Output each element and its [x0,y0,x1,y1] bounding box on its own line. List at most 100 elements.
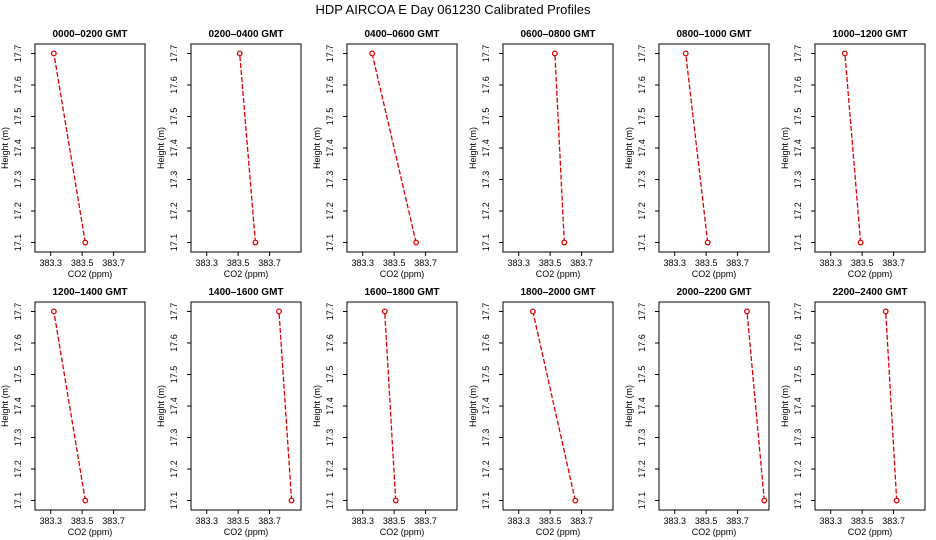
data-point [561,239,568,246]
y-axis-label: Height (m) [780,385,790,427]
x-tick-label: 383.5 [227,516,250,526]
y-axis-label: Height (m) [312,385,322,427]
y-tick-label: 17.3 [637,171,647,189]
y-tick-label: 17.4 [13,139,23,157]
x-tick-label: 383.3 [663,516,686,526]
x-tick-label: 383.7 [570,516,593,526]
y-tick-label: 17.6 [13,76,23,94]
x-tick-label: 383.5 [695,516,718,526]
y-axis-label: Height (m) [780,127,790,169]
y-tick-label: 17.1 [169,234,179,252]
x-tick-label: 383.3 [351,516,374,526]
y-tick-label: 17.6 [325,76,335,94]
y-tick-label: 17.3 [481,429,491,447]
y-tick-label: 17.1 [325,234,335,252]
y-tick-label: 17.5 [13,108,23,126]
data-point [893,497,900,504]
y-tick-label: 17.5 [325,108,335,126]
data-point [704,239,711,246]
panel-title: 0800–1000 GMT [676,29,751,40]
data-point [841,50,848,57]
x-axis-label: CO2 (ppm) [848,527,893,537]
y-tick-label: 17.4 [793,139,803,157]
x-axis-label: CO2 (ppm) [536,527,581,537]
y-tick-label: 17.5 [13,366,23,384]
plot-frame [814,301,926,511]
x-tick-label: 383.7 [258,258,281,268]
plot-frame [190,43,302,253]
y-tick-label: 17.4 [169,139,179,157]
x-axis-label: CO2 (ppm) [224,527,269,537]
x-tick-label: 383.5 [227,258,250,268]
x-axis-label: CO2 (ppm) [536,269,581,279]
panel-9: 1600–1800 GMT 383.3 383.5 383.7 17.1 17.2 17.3… [312,287,458,537]
plot-frame [34,43,146,253]
data-point [682,50,689,57]
x-tick-label: 383.3 [195,258,218,268]
y-tick-label: 17.7 [637,303,647,321]
panel-title: 2200–2400 GMT [832,287,907,298]
y-tick-label: 17.3 [325,171,335,189]
data-point [857,239,864,246]
panel-title: 1200–1400 GMT [52,287,127,298]
x-tick-label: 383.5 [71,258,94,268]
x-tick-label: 383.7 [102,516,125,526]
profile-line [384,311,397,501]
x-tick-label: 383.7 [726,516,749,526]
data-point [392,497,399,504]
y-tick-label: 17.1 [637,492,647,510]
data-point [529,308,536,315]
y-tick-label: 17.5 [481,108,491,126]
panel-1: 0000–0200 GMT 383.3 383.5 383.7 17.1 17.2 17.3… [0,29,146,279]
x-axis-label: CO2 (ppm) [692,527,737,537]
y-tick-label: 17.6 [481,334,491,352]
panel-title: 1400–1600 GMT [208,287,283,298]
data-point [413,239,420,246]
y-tick-label: 17.1 [13,234,23,252]
y-tick-label: 17.6 [325,334,335,352]
panel-12: 2200–2400 GMT 383.3 383.5 383.7 17.1 17.2 17.3… [780,287,926,537]
y-tick-label: 17.2 [637,460,647,478]
x-tick-label: 383.7 [258,516,281,526]
profile-line [746,311,765,501]
panel-title: 0400–0600 GMT [364,29,439,40]
panel-6: 1000–1200 GMT 383.3 383.5 383.7 17.1 17.2 17.3… [780,29,926,279]
y-tick-label: 17.6 [793,76,803,94]
panel-5: 0800–1000 GMT 383.3 383.5 383.7 17.1 17.2 17.3… [624,29,770,279]
y-axis-label: Height (m) [468,127,478,169]
panel-title: 1800–2000 GMT [520,287,595,298]
y-tick-label: 17.7 [637,45,647,63]
panel-4: 0600–0800 GMT 383.3 383.5 383.7 17.1 17.2 17.3… [468,29,614,279]
x-axis-label: CO2 (ppm) [692,269,737,279]
panel-title: 1000–1200 GMT [832,29,907,40]
y-tick-label: 17.5 [169,366,179,384]
y-tick-label: 17.3 [13,171,23,189]
y-tick-label: 17.4 [13,397,23,415]
x-tick-label: 383.3 [663,258,686,268]
plot-frame [502,43,614,253]
x-tick-label: 383.7 [570,258,593,268]
y-tick-label: 17.1 [481,492,491,510]
y-tick-label: 17.7 [325,45,335,63]
y-tick-label: 17.3 [637,429,647,447]
y-tick-label: 17.1 [481,234,491,252]
panel-grid: 0000–0200 GMT 383.3 383.5 383.7 17.1 17.2 17.3… [0,29,926,537]
y-tick-label: 17.5 [793,366,803,384]
plot-frame [190,301,302,511]
y-tick-label: 17.3 [13,429,23,447]
y-tick-label: 17.2 [169,460,179,478]
data-point [744,308,750,315]
profile-line [685,53,709,243]
data-point [551,50,558,57]
x-tick-label: 383.3 [351,258,374,268]
y-tick-label: 17.2 [481,202,491,220]
x-tick-label: 383.3 [39,516,62,526]
plot-frame [658,301,770,511]
y-tick-label: 17.7 [793,303,803,321]
panel-11: 2000–2200 GMT 383.3 383.5 383.7 17.1 17.2 17.3… [624,287,770,537]
y-tick-label: 17.6 [637,334,647,352]
data-point [252,239,259,246]
panel-title: 0600–0800 GMT [520,29,595,40]
profile-line [844,53,862,243]
